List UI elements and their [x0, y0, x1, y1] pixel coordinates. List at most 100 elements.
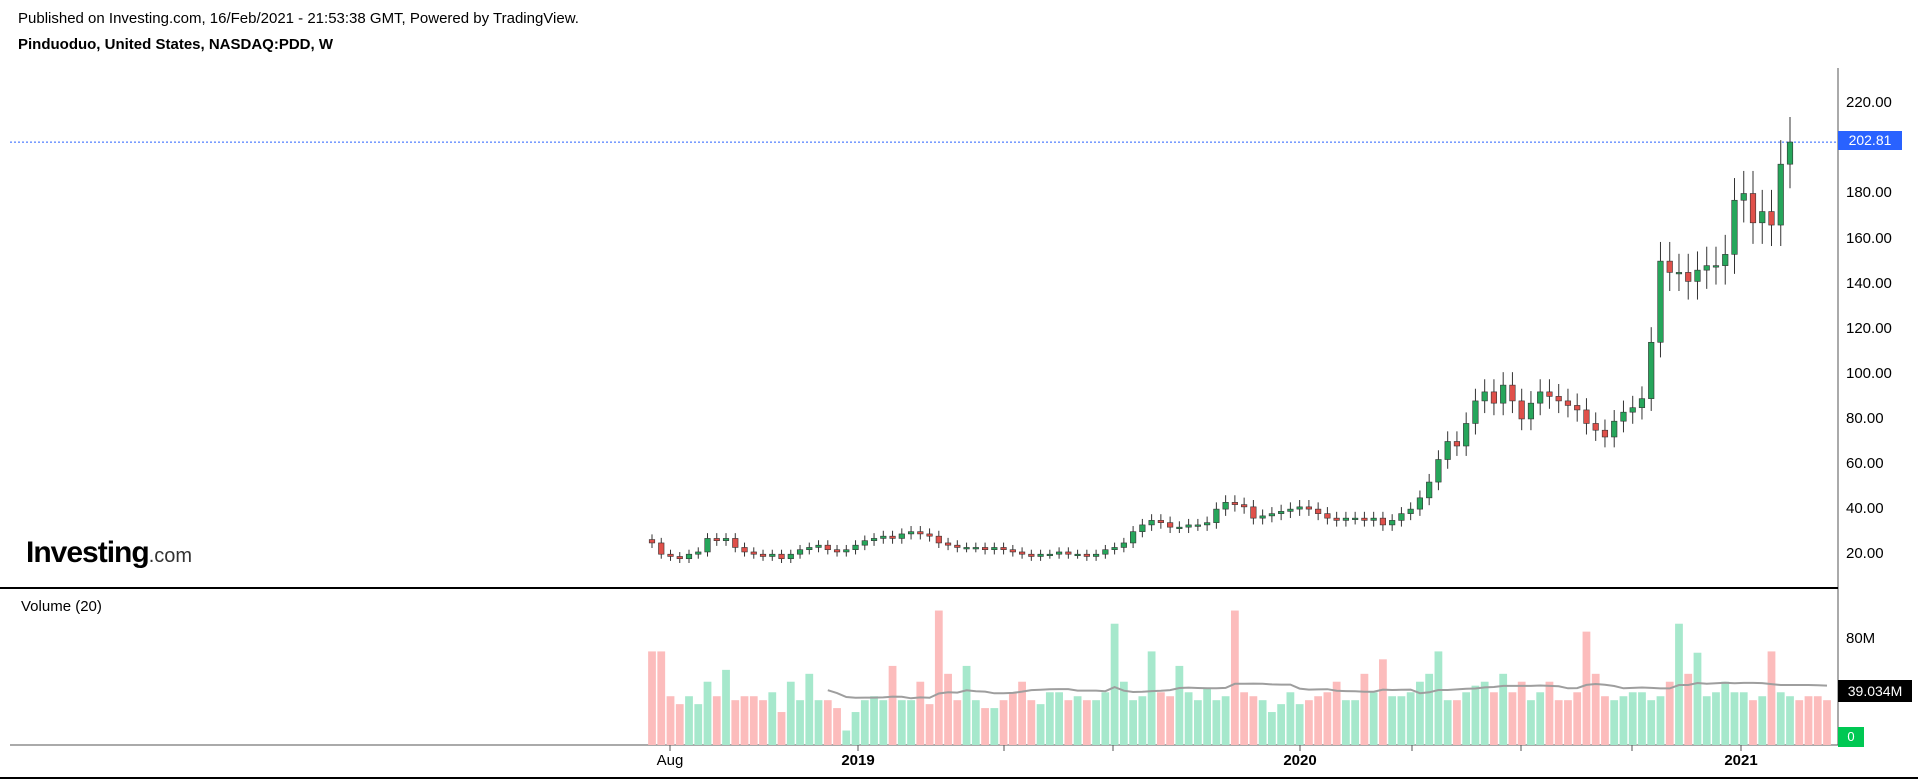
volume-bar	[1027, 700, 1036, 745]
candle	[981, 542, 989, 555]
candle-body	[1463, 423, 1470, 447]
volume-bar	[1008, 692, 1017, 745]
logo-suffix: .com	[148, 545, 193, 567]
candle-body	[1416, 497, 1423, 510]
candle	[1601, 419, 1609, 448]
volume-bar	[1601, 696, 1609, 745]
candle-body	[1231, 502, 1238, 505]
candle-body	[1074, 553, 1081, 557]
candle-body	[1259, 515, 1266, 519]
volume-bar	[1036, 704, 1045, 745]
candle	[1111, 542, 1118, 555]
candle	[935, 530, 942, 549]
candle-body	[778, 553, 785, 560]
volume-bar	[1360, 673, 1369, 745]
candle-body	[1703, 265, 1710, 271]
volume-bar	[1758, 696, 1767, 745]
volume-bar	[851, 712, 860, 745]
volume-bar	[1508, 692, 1517, 745]
candle-body	[1749, 193, 1757, 224]
candle	[1786, 116, 1794, 189]
candle	[1463, 412, 1470, 456]
volume-bar	[1425, 673, 1434, 745]
candle-body	[667, 553, 674, 557]
volume-axis-tick: 80M	[1846, 630, 1876, 647]
volume-bar	[1610, 700, 1619, 745]
candle	[1037, 549, 1044, 561]
candle	[1204, 516, 1211, 531]
investing-logo: Investing.com	[26, 536, 192, 570]
volume-bar	[786, 681, 795, 745]
candle	[769, 549, 776, 561]
volume-bar	[740, 696, 749, 745]
candle-body	[1102, 549, 1109, 555]
volume-bar	[1730, 692, 1739, 745]
candle-body	[796, 549, 804, 555]
volume-bar	[962, 665, 971, 745]
candle-body	[1638, 398, 1646, 408]
candle	[1342, 511, 1349, 527]
volume-bar	[749, 696, 758, 745]
candle	[1722, 234, 1729, 285]
candle	[1472, 388, 1479, 435]
candle	[1675, 253, 1683, 291]
chart-frame	[0, 68, 1918, 779]
candle	[1398, 507, 1405, 527]
volume-bar	[1795, 700, 1804, 745]
candle	[880, 530, 887, 544]
candle-body	[648, 539, 656, 544]
candle	[1139, 518, 1146, 538]
candle-body	[695, 551, 702, 555]
candle	[806, 542, 813, 555]
candle	[963, 542, 970, 553]
candle	[1167, 516, 1174, 534]
candle-body	[1157, 520, 1164, 523]
volume-bar	[1517, 681, 1526, 745]
volume-bar	[1082, 700, 1091, 745]
price-axis-tick: 40.00	[1846, 500, 1884, 518]
volume-bar	[777, 712, 786, 745]
candle-body	[1379, 517, 1386, 526]
candle-body	[1278, 511, 1285, 514]
volume-bar	[1323, 692, 1332, 745]
candle	[870, 533, 878, 546]
candle	[1490, 379, 1498, 416]
candle	[1083, 549, 1090, 561]
candle	[1028, 549, 1035, 561]
candle-body	[1241, 504, 1248, 508]
x-tick-marks	[669, 745, 1742, 751]
candle	[658, 537, 665, 559]
volume-bar	[823, 700, 832, 745]
logo-brand: Investing	[26, 536, 150, 569]
candle	[815, 540, 822, 553]
volume-bar	[1434, 651, 1443, 745]
candle-body	[954, 544, 961, 548]
volume-bar	[1129, 700, 1137, 745]
candle	[741, 542, 748, 557]
candle	[1305, 499, 1312, 516]
candle-body	[1111, 547, 1118, 551]
candle-body	[815, 544, 822, 548]
candle-body	[1564, 400, 1572, 406]
volume-bar	[1055, 692, 1063, 745]
candle	[1518, 388, 1525, 431]
candle	[1065, 547, 1072, 559]
volume-bar	[907, 700, 915, 745]
volume-bar	[1813, 696, 1822, 745]
candle-body	[981, 547, 989, 551]
candle-body	[704, 538, 711, 553]
candle-body	[1657, 260, 1664, 343]
candle-body	[1222, 502, 1229, 510]
price-axis-tick: 140.00	[1846, 274, 1892, 292]
symbol-title: Pinduoduo, United States, NASDAQ:PDD, W	[18, 36, 333, 53]
candle-body	[1694, 269, 1701, 282]
volume-bar	[971, 700, 980, 745]
candle	[1389, 514, 1396, 531]
candle-body	[1204, 522, 1211, 526]
candle-body	[787, 553, 794, 560]
candle-body	[713, 538, 720, 541]
candle	[843, 544, 850, 557]
candle	[1435, 450, 1442, 491]
candle	[1444, 431, 1451, 469]
